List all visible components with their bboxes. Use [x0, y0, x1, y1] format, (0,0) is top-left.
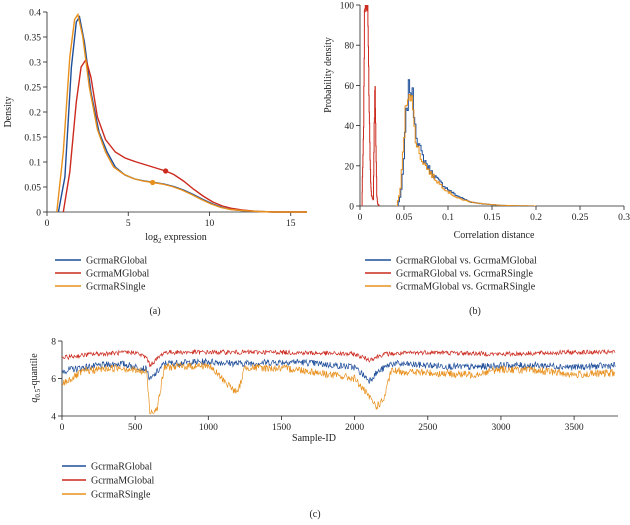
panel-c-series [61, 348, 616, 415]
series-line-GcrmaRSingle [61, 362, 616, 415]
y-tick-label: 0.05 [24, 184, 41, 194]
y-tick-label: 40 [345, 122, 355, 132]
panel-a-markers [150, 168, 169, 186]
legend-label: GcrmaRGlobal vs. GcrmaMGlobal [396, 256, 537, 267]
legend-label: GcrmaRSingle [86, 282, 146, 293]
series-line-GcrmaRGlobal [57, 15, 307, 213]
panel-b-x-ticks: 0 0.05 0.1 0.15 0.2 0.25 0.3 [358, 206, 630, 223]
panel-c-quantile-plot: 4 6 8 0 500 1000 1500 2000 2500 3000 3500 q0.5-qu… [29, 338, 618, 520]
x-tick-label: 500 [128, 423, 143, 433]
series-line-GcrmaRGlobal vs. GcrmaRSingle [361, 5, 380, 206]
series-line-GcrmaMGlobal vs. GcrmaRSingle [396, 94, 536, 206]
panel-a-label: (a) [149, 306, 160, 317]
series-line-GcrmaRGlobal [61, 357, 616, 384]
panel-b-ylabel: Probability density [323, 37, 334, 113]
panel-b-legend: GcrmaRGlobal vs. GcrmaMGlobal GcrmaRGloba… [365, 256, 537, 293]
panel-b-axes [359, 5, 624, 207]
y-tick-label: 60 [345, 82, 355, 92]
y-tick-label: 0.3 [29, 59, 41, 69]
x-tick-label: 1000 [199, 423, 218, 433]
panel-a-density-plot: 0 0.05 0.1 0.15 0.2 0.25 0.3 0.35 0.4 0 5 10 15 Den… [3, 9, 307, 317]
y-tick-label: 8 [51, 338, 56, 348]
y-tick-label: 0 [36, 209, 41, 219]
y-tick-label: 0.15 [24, 134, 41, 144]
series-marker [150, 179, 156, 186]
panel-c-legend: GcrmaRGlobal GcrmaMGlobal GcrmaRSingle [62, 462, 155, 501]
x-tick-label: 2500 [418, 423, 437, 433]
panel-a-axes [46, 12, 307, 213]
panel-c-y-ticks: 4 6 8 [51, 338, 62, 423]
y-tick-label: 0.2 [29, 109, 41, 119]
series-line-GcrmaRGlobal vs. GcrmaMGlobal [397, 79, 536, 206]
x-tick-label: 5 [126, 219, 131, 229]
legend-label: GcrmaRGlobal [86, 256, 147, 267]
y-tick-label: 0.1 [29, 159, 41, 169]
y-tick-label: 0.35 [24, 34, 41, 44]
x-tick-label: 3000 [491, 423, 510, 433]
legend-label: GcrmaMGlobal vs. GcrmaRSingle [396, 282, 536, 293]
panel-c-ylabel: q0.5-quantile [29, 353, 42, 403]
series-line-GcrmaMGlobal [61, 348, 616, 368]
x-tick-label: 0 [45, 219, 50, 229]
panel-b-probability-density: 0 20 40 60 80 100 0 0.05 0.1 0.15 0.2 0.25 0.3 Prob… [323, 2, 630, 318]
legend-label: GcrmaMGlobal [91, 476, 155, 487]
legend-label: GcrmaRSingle [91, 490, 151, 501]
panel-a-series [56, 12, 307, 213]
panel-c-axes [61, 341, 618, 417]
panel-a-xlabel: log2 expression [145, 232, 207, 245]
x-tick-label: 1500 [272, 423, 291, 433]
y-tick-label: 20 [345, 162, 355, 172]
panel-a-ylabel: Density [3, 96, 14, 127]
panel-a-x-ticks: 0 5 10 15 [45, 212, 296, 229]
panel-c-x-ticks: 0 500 1000 1500 2000 2500 3000 3500 [60, 416, 584, 433]
y-tick-label: 80 [345, 42, 355, 52]
y-tick-label: 0.25 [24, 84, 41, 94]
series-marker [163, 168, 169, 174]
panel-b-series [361, 5, 536, 206]
x-tick-label: 0.3 [618, 213, 630, 223]
legend-label: GcrmaMGlobal [86, 269, 150, 280]
legend-label: GcrmaRGlobal vs. GcrmaRSingle [396, 269, 533, 280]
x-tick-label: 3500 [565, 423, 584, 433]
y-tick-label: 100 [340, 2, 355, 12]
panel-a-y-ticks: 0 0.05 0.1 0.15 0.2 0.25 0.3 0.35 0.4 [24, 9, 47, 219]
panel-c-label: (c) [309, 509, 320, 520]
legend-label: GcrmaRGlobal [91, 462, 152, 473]
x-tick-label: 0.15 [484, 213, 501, 223]
x-tick-label: 0.1 [442, 213, 454, 223]
series-line-GcrmaRSingle [56, 12, 307, 213]
panel-b-xlabel: Correlation distance [454, 230, 535, 241]
y-tick-label: 4 [51, 413, 56, 423]
x-tick-label: 0.25 [572, 213, 589, 223]
panel-c-xlabel: Sample-ID [292, 433, 336, 444]
x-tick-label: 0.05 [396, 213, 413, 223]
y-tick-label: 6 [51, 375, 56, 385]
x-tick-label: 0 [60, 423, 65, 433]
x-tick-label: 10 [205, 219, 215, 229]
x-tick-label: 0.2 [530, 213, 542, 223]
y-tick-label: 0.4 [29, 9, 41, 19]
panel-a-legend: GcrmaRGlobal GcrmaMGlobal GcrmaRSingle [55, 256, 150, 293]
panel-b-label: (b) [469, 306, 481, 317]
x-tick-label: 15 [286, 219, 296, 229]
x-tick-label: 2000 [345, 423, 364, 433]
y-tick-label: 0 [349, 203, 354, 213]
panel-b-y-ticks: 0 20 40 60 80 100 [340, 2, 360, 213]
x-tick-label: 0 [358, 213, 363, 223]
